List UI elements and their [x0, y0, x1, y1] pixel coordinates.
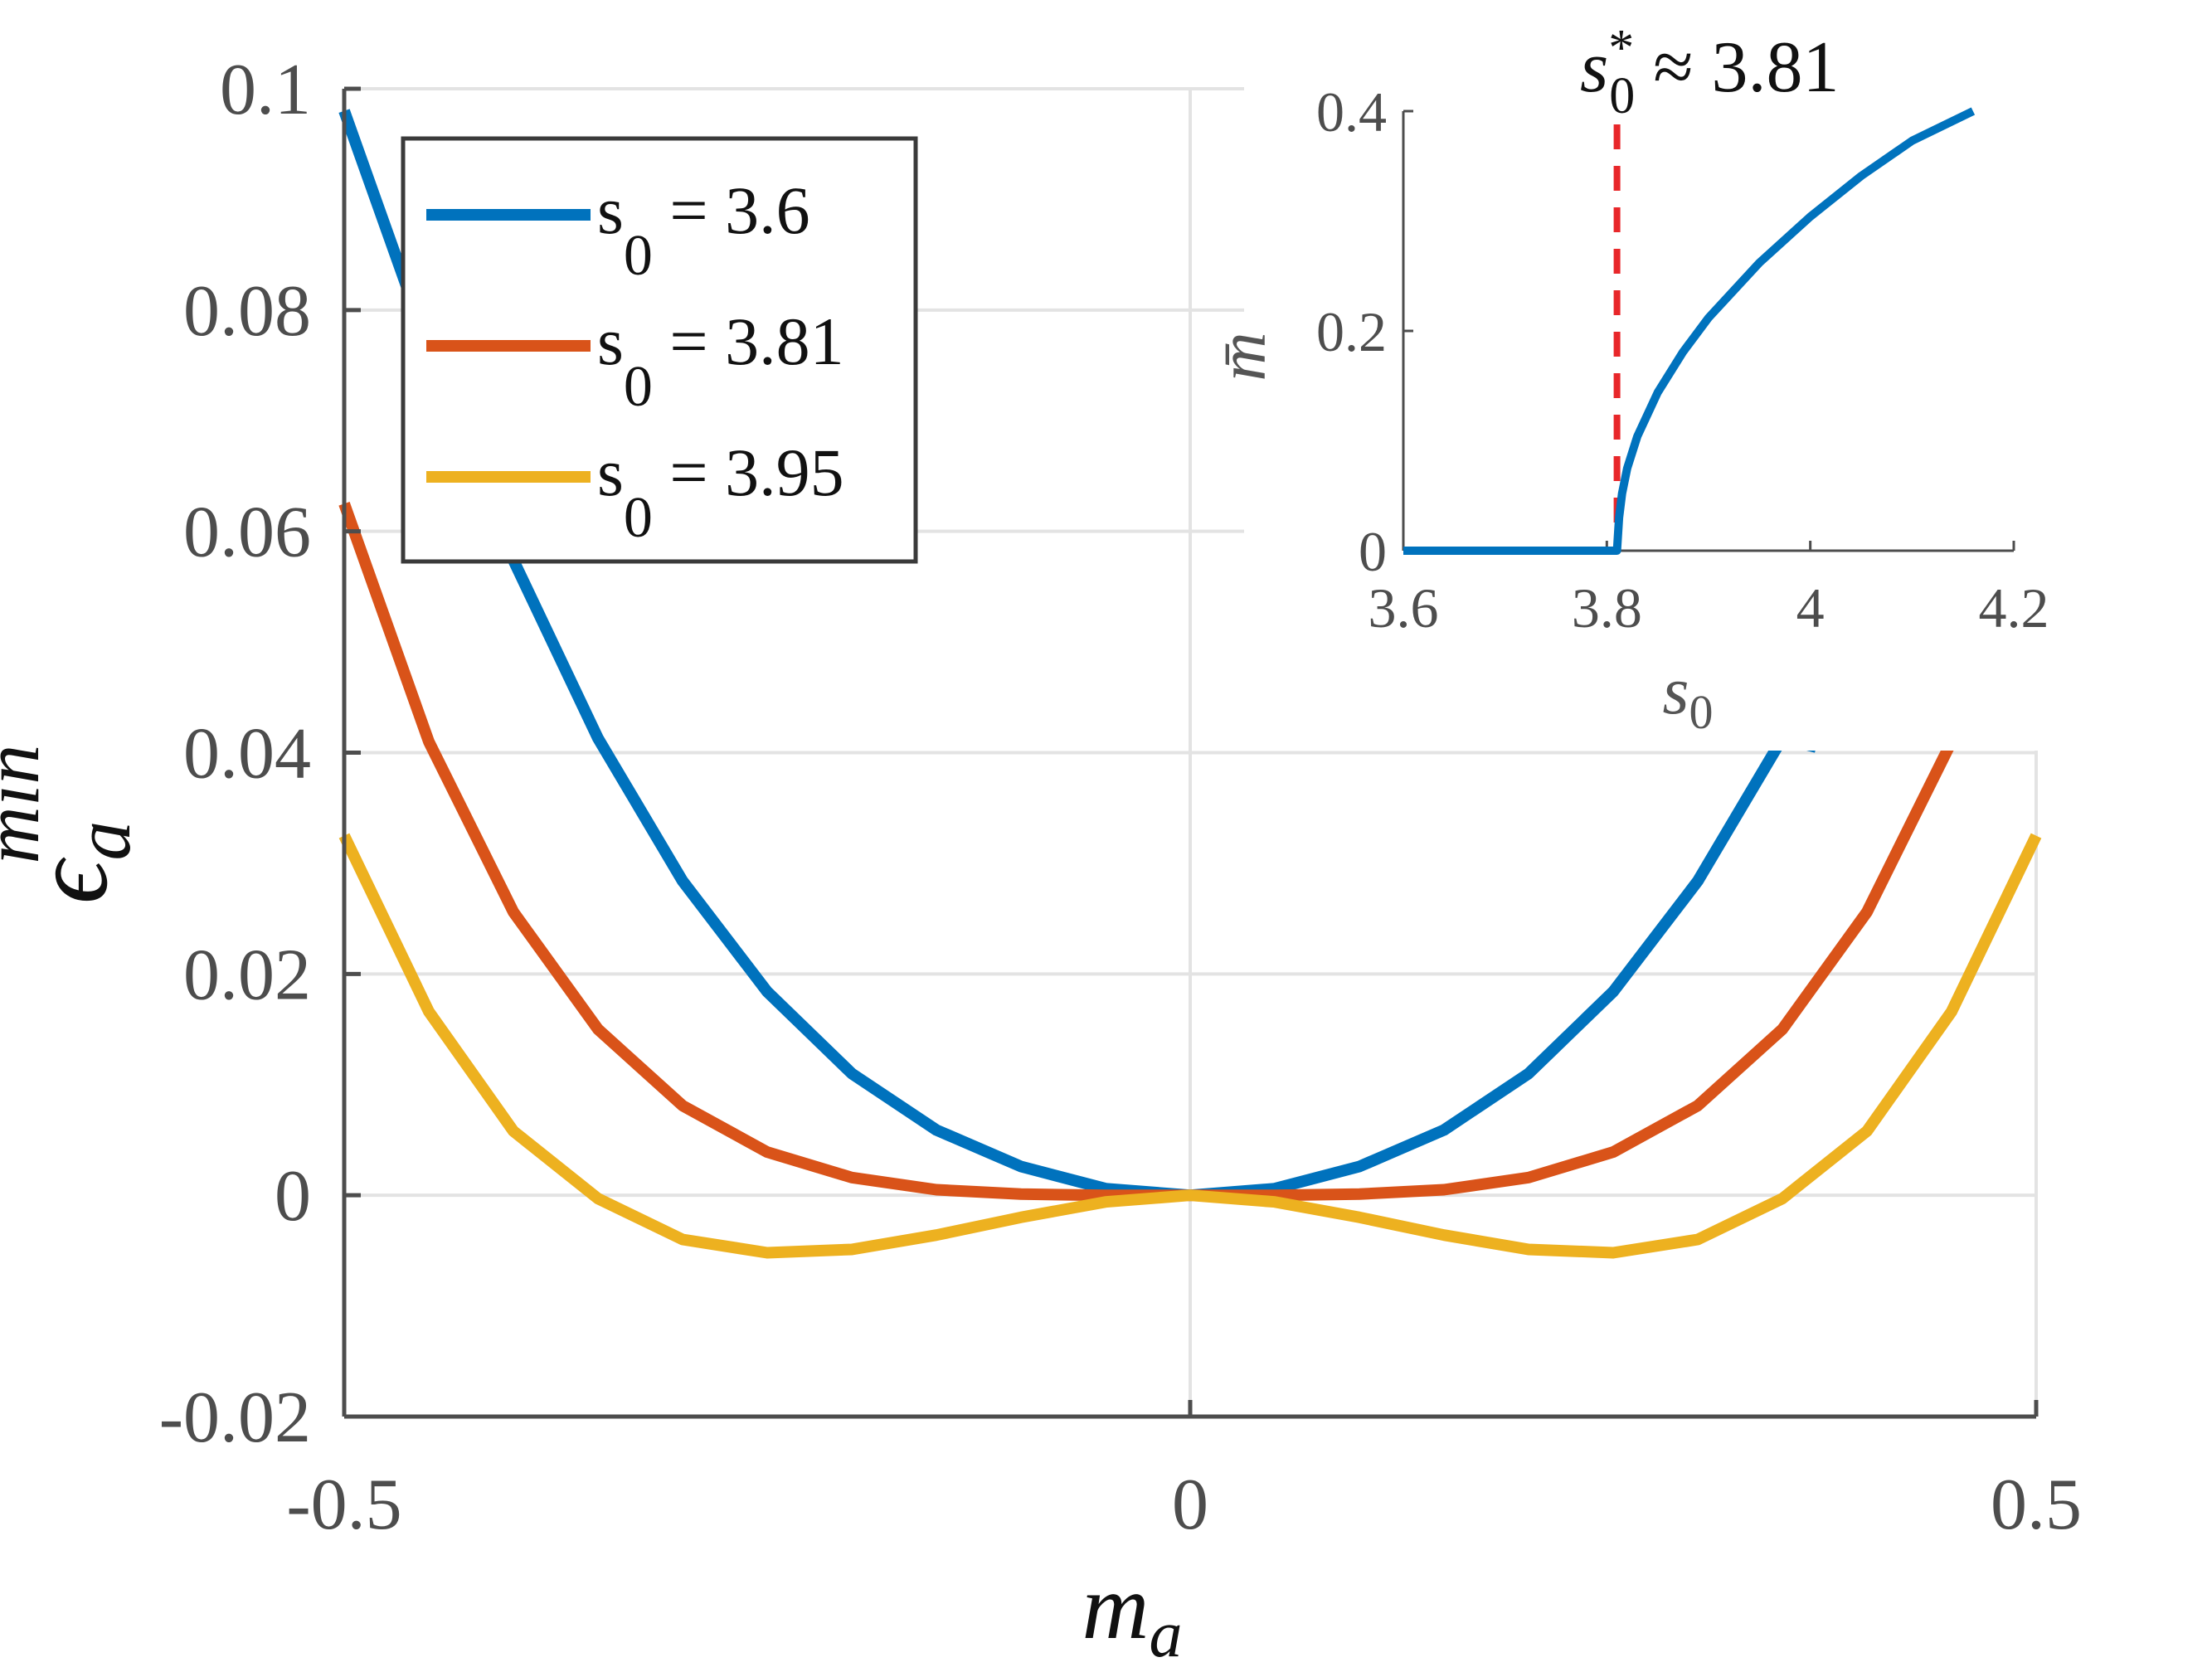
y-axis-label-group: ϵamin — [0, 745, 147, 904]
inset-series-line-0 — [1403, 107, 1976, 555]
legend-label-base-2: s — [597, 435, 624, 510]
inset-y-tick-label-0: 0 — [1359, 520, 1387, 583]
y-tick-label-4: 0.06 — [183, 493, 311, 573]
inset-x-tick-label-2: 4 — [1796, 576, 1825, 639]
y-tick-label-2: 0.02 — [183, 935, 311, 1015]
x-tick-label-2: 0.5 — [1991, 1465, 2082, 1545]
x-axis-label-sub: a — [1149, 1598, 1182, 1668]
y-tick-label-0: -0.02 — [159, 1378, 311, 1458]
legend-label-value-1: = 3.81 — [653, 304, 844, 379]
inset-y-axis-label-group: m̄ — [1204, 332, 1280, 381]
y-tick-label-1: 0 — [275, 1156, 311, 1237]
y-tick-label-6: 0.1 — [220, 50, 311, 130]
series-line-0 — [338, 109, 1818, 1202]
y-axis-label-sup: min — [0, 745, 56, 864]
inset-y-axis-label: m̄ — [1204, 332, 1280, 381]
x-tick-label-0: -0.5 — [286, 1465, 401, 1545]
legend-label-sub-2: 0 — [624, 486, 653, 550]
inset-annotation-base: s — [1580, 27, 1608, 108]
legend-label-2: s0 = 3.95 — [597, 435, 844, 550]
legend-label-value-2: = 3.95 — [653, 435, 844, 510]
x-axis-label-base: m — [1082, 1556, 1150, 1659]
legend-label-sub-0: 0 — [624, 224, 653, 288]
inset-x-axis-label-base: s — [1663, 653, 1689, 728]
legend-label-0: s0 = 3.6 — [597, 173, 810, 288]
inset-background — [1244, 33, 2090, 751]
series-line-2 — [338, 833, 2042, 1259]
inset-x-axis-label-sub: 0 — [1689, 685, 1713, 739]
legend-label-base-0: s — [597, 173, 624, 248]
inset-annotation-sub: 0 — [1609, 68, 1635, 124]
y-tick-label-3: 0.04 — [183, 714, 311, 795]
inset-annotation-rest: ≈ 3.81 — [1635, 27, 1839, 108]
inset-x-tick-label-0: 3.6 — [1369, 576, 1439, 639]
inset-annotation: s* 0 ≈ 3.81 — [1580, 20, 1840, 124]
x-tick-label-1: 0 — [1172, 1465, 1208, 1545]
inset-y-tick-label-2: 0.4 — [1316, 80, 1387, 143]
legend-label-sub-1: 0 — [624, 355, 653, 419]
inset-x-tick-label-1: 3.8 — [1572, 576, 1642, 639]
legend-label-value-0: = 3.6 — [653, 173, 810, 248]
x-axis-label: ma — [1082, 1556, 1183, 1668]
legend-label-1: s0 = 3.81 — [597, 304, 844, 419]
inset-annotation-sup: * — [1608, 20, 1634, 76]
y-tick-label-5: 0.08 — [183, 271, 311, 352]
legend-label-base-1: s — [597, 304, 624, 379]
y-axis-label: ϵamin — [0, 745, 147, 904]
inset-x-tick-label-3: 4.2 — [1979, 576, 2049, 639]
inset-y-tick-label-1: 0.2 — [1316, 300, 1387, 363]
y-axis-label-sub: a — [58, 821, 147, 861]
inset-x-axis-label: s0 — [1663, 653, 1714, 739]
y-axis-label-base: ϵ — [11, 857, 130, 904]
